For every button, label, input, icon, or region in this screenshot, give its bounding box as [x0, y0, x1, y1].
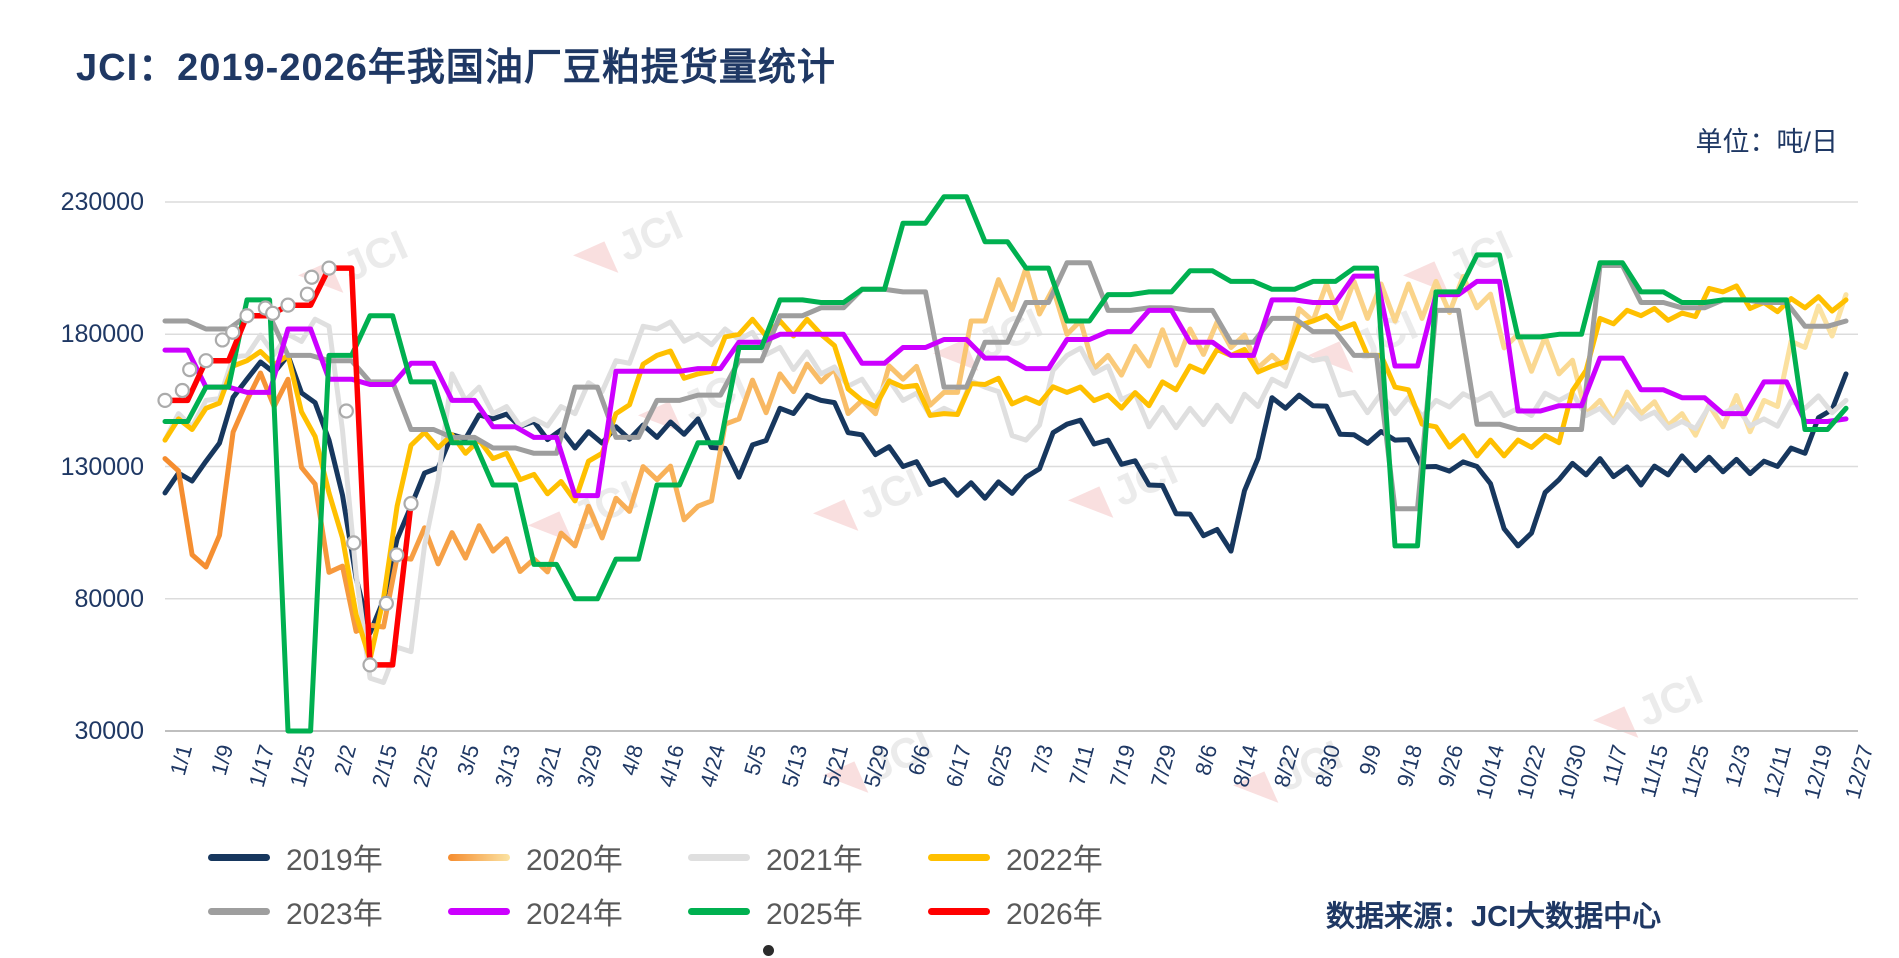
y-axis-label: 130000	[60, 452, 144, 481]
y-axis-label: 80000	[74, 584, 144, 613]
legend-label: 2023年	[286, 898, 383, 931]
legend-item-2019年: 2019年	[208, 834, 448, 880]
legend: 2019年 2020年 2021年 2022年 2023年 2024年 2025年 2026年	[208, 834, 1168, 934]
legend-swatch	[448, 907, 510, 915]
legend-item-2022年: 2022年	[928, 834, 1168, 880]
data-point-marker	[198, 353, 214, 369]
data-point-marker	[304, 269, 320, 285]
data-point-marker	[346, 535, 362, 551]
legend-item-2026年: 2026年	[928, 888, 1168, 934]
y-axis-label: 180000	[60, 320, 144, 349]
chart-title: JCI：2019-2026年我国油厂豆粕提货量统计	[76, 47, 836, 89]
legend-label: 2019年	[286, 844, 383, 877]
data-point-marker	[174, 382, 190, 399]
data-point-marker	[389, 547, 405, 563]
data-point-marker	[338, 403, 354, 419]
legend-item-2024年: 2024年	[448, 888, 688, 934]
series-line-2023年	[162, 260, 1849, 512]
legend-label: 2022年	[1006, 844, 1103, 877]
data-point-marker	[214, 332, 230, 348]
legend-label: 2024年	[526, 898, 623, 931]
data-point-marker	[280, 297, 296, 313]
data-point-marker	[321, 260, 337, 276]
page-indicator-dot	[763, 945, 774, 956]
data-point-marker	[157, 392, 173, 408]
data-point-marker	[225, 324, 241, 340]
legend-label: 2025年	[766, 898, 863, 931]
series-line-2025年	[162, 194, 1849, 734]
legend-swatch	[208, 853, 270, 861]
legend-label: 2026年	[1006, 898, 1103, 931]
legend-swatch	[448, 853, 510, 861]
y-axis-label: 230000	[60, 188, 144, 216]
legend-item-2023年: 2023年	[208, 888, 448, 934]
data-source: 数据来源：JCI大数据中心	[1326, 901, 1662, 933]
legend-swatch	[928, 907, 990, 915]
data-point-marker	[299, 286, 315, 302]
legend-item-2020年: 2020年	[448, 834, 688, 880]
series-line-2020年	[162, 265, 1849, 634]
series-line-2022年	[162, 283, 1849, 663]
legend-swatch	[688, 853, 750, 861]
data-point-marker	[378, 595, 394, 612]
data-point-marker	[182, 362, 198, 378]
legend-label: 2021年	[766, 844, 863, 877]
legend-swatch	[688, 907, 750, 915]
series-line-2024年	[162, 273, 1849, 499]
series-line-2019年	[162, 352, 1849, 636]
legend-item-2025年: 2025年	[688, 888, 928, 934]
legend-swatch	[928, 853, 990, 861]
legend-item-2021年: 2021年	[688, 834, 928, 880]
data-point-marker	[265, 305, 281, 321]
legend-label: 2020年	[526, 844, 623, 877]
data-point-marker	[403, 495, 419, 512]
unit-label: 单位：吨/日	[1695, 127, 1838, 157]
y-axis-label: 30000	[74, 717, 144, 745]
data-point-marker	[362, 657, 378, 673]
data-point-marker	[239, 308, 255, 324]
legend-swatch	[208, 907, 270, 915]
